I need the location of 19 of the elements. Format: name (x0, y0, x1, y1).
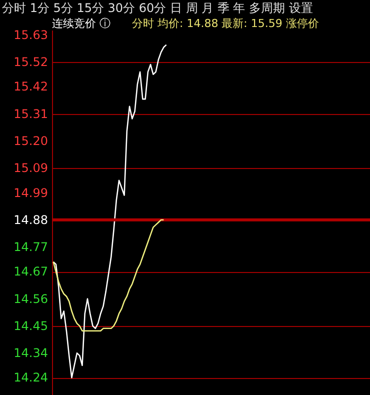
text: 分时 1分 5分 15分 30分 60分 日 周 月 季 年 多周期 设置 (2, 1, 313, 15)
y-tick-label: 14.77 (14, 240, 48, 254)
y-tick-label: 14.88 (14, 212, 48, 227)
y-tick-label: 15.20 (14, 134, 48, 148)
line-series (52, 44, 167, 378)
y-tick-label: 14.56 (14, 292, 48, 306)
y-tick-label: 14.45 (14, 318, 48, 333)
y-tick-label: 15.52 (14, 55, 48, 70)
y-tick-label: 14.67 (14, 264, 48, 279)
text: 连续竞价 ⓘ (52, 17, 110, 30)
y-tick-label: 15.63 (14, 28, 48, 42)
y-tick-label: 15.09 (14, 161, 48, 176)
y-tick-label: 14.99 (14, 186, 48, 200)
y-tick-label: 14.34 (14, 346, 48, 360)
y-tick-label: 15.31 (14, 106, 48, 121)
chart-title: 分时 均价: 14.88 最新: 15.59 涨停价 (132, 17, 319, 30)
y-tick-label: 14.24 (14, 370, 48, 385)
line-series (52, 219, 164, 332)
y-tick-label: 15.42 (14, 80, 48, 94)
